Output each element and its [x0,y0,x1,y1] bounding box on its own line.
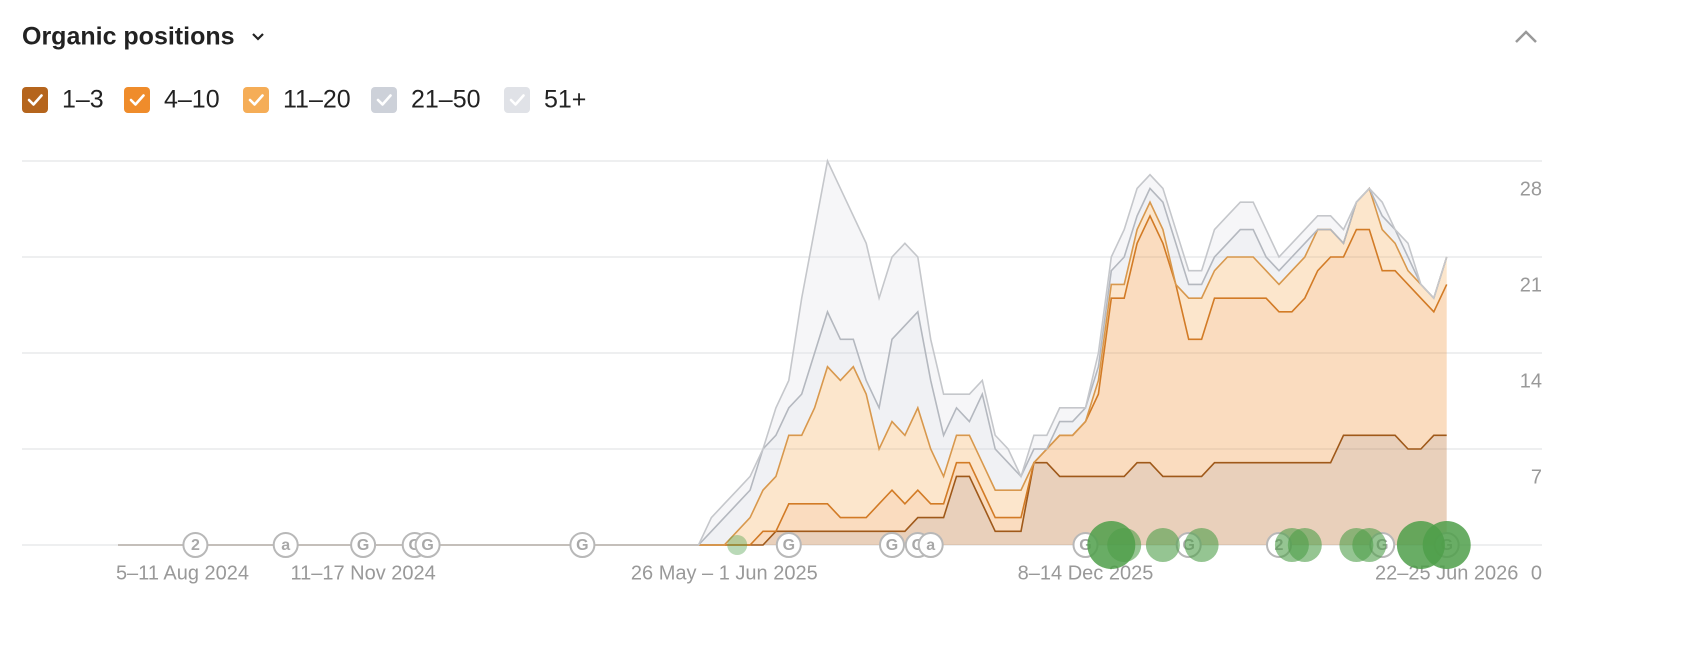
y-tick-label: 14 [1520,370,1542,392]
annotation[interactable]: G [350,532,377,558]
annotation-icon [569,532,596,558]
annotation[interactable]: G [569,532,596,558]
legend-item[interactable]: 21–50 [371,86,481,114]
checkmark [376,94,392,106]
legend-item[interactable]: 11–20 [243,86,351,114]
bubble[interactable] [1422,521,1471,569]
legend-checkbox[interactable] [22,87,48,113]
annotation-label: G [886,537,898,554]
annotation-icon [917,532,944,558]
plot: 0 7 14 21 28 5–11 Aug 2024 11–17 Nov 2024 26 Ma… [22,158,1542,584]
bubble[interactable] [727,535,748,555]
legend: 1–3 4–10 11–20 21–50 51+ [22,86,586,114]
x-tick-label: 22–25 Jun 2026 [1375,562,1518,584]
annotation-label: a [926,537,935,554]
annotation-label: G [421,537,433,554]
annotation-label: G [357,537,369,554]
area [118,161,1447,545]
x-tick-label: 8–14 Dec 2025 [1018,562,1154,584]
annotation[interactable]: G [879,532,905,558]
bubble[interactable] [1287,528,1322,562]
legend-item[interactable]: 1–3 [22,86,104,114]
checkmark [509,94,525,106]
annotation-icon [775,532,802,558]
checkmark [27,94,43,106]
legend-label: 4–10 [164,86,220,114]
legend-label: 51+ [544,86,586,114]
checkmark [129,94,145,106]
bubble[interactable] [1107,528,1142,562]
area [118,188,1447,545]
dropdown-chevron[interactable] [252,33,264,41]
annotation[interactable]: a [272,532,299,558]
legend-checkbox[interactable] [371,87,397,113]
annotation[interactable]: a [917,532,944,558]
legend-item[interactable]: 51+ [504,86,586,114]
legend-checkbox[interactable] [243,87,269,113]
collapse-button[interactable] [1515,30,1537,43]
annotation-label: 2 [191,537,200,554]
x-tick-label: 26 May – 1 Jun 2025 [631,562,818,584]
x-tick-label: 5–11 Aug 2024 [116,562,249,584]
legend-checkbox[interactable] [504,87,530,113]
legend-item[interactable]: 4–10 [124,86,220,114]
annotation-icon [272,532,299,558]
annotation-label: G [576,537,588,554]
legend-label: 1–3 [62,86,104,114]
annotation[interactable]: G [414,532,441,558]
annotation[interactable]: G [775,532,802,558]
annotation[interactable]: 2 [182,532,209,558]
legend-label: 21–50 [411,86,481,114]
area [118,435,1447,545]
widget-title[interactable]: Organic positions [22,23,235,51]
line [118,158,1448,546]
y-tick-label: 7 [1531,466,1542,488]
annotation-icon [414,532,441,558]
checkmark [248,94,264,106]
bubble[interactable] [1184,528,1219,562]
bubble[interactable] [1352,528,1387,562]
annotation-icon [879,532,905,558]
annotation-label: a [281,537,290,554]
annotation-label: G [783,537,795,554]
bubble[interactable] [1145,528,1180,562]
area [118,188,1447,545]
x-tick-label: 11–17 Nov 2024 [290,562,435,584]
y-tick-label: 28 [1520,178,1542,200]
y-tick-label: 21 [1520,274,1542,296]
legend-checkbox[interactable] [124,87,150,113]
annotation-icon [350,532,377,558]
annotation-icon [182,532,209,558]
legend-label: 11–20 [283,86,351,114]
y-tick-label: 0 [1531,562,1542,584]
